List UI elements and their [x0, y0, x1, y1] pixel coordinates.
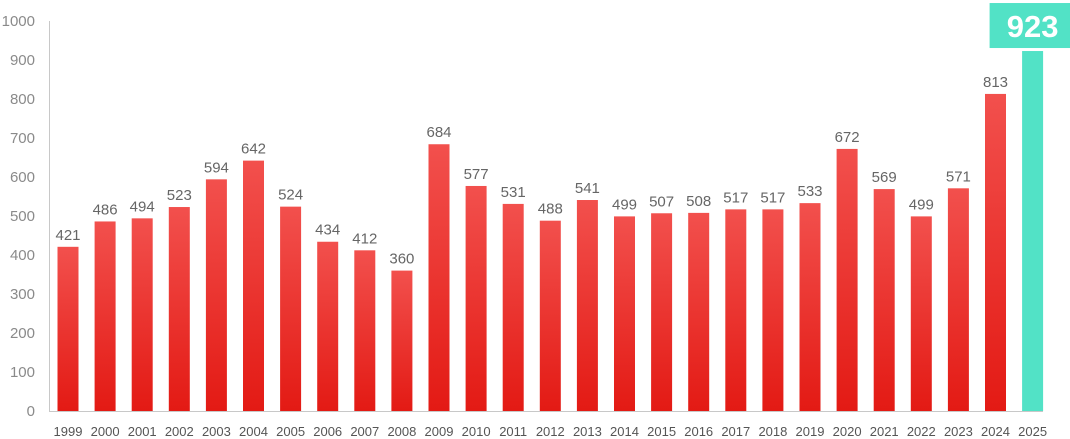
x-tick-label: 2016 [684, 424, 713, 439]
x-tick-label: 2023 [944, 424, 973, 439]
x-tick-label: 2020 [833, 424, 862, 439]
x-axis-ticks: 1999 2000 2001 2002 2003 2004 2005 2006 2007 2008… [54, 424, 1048, 439]
bar [168, 207, 190, 411]
bar-value-label: 486 [93, 201, 118, 218]
x-tick-label: 2015 [647, 424, 676, 439]
y-tick-label: 1000 [2, 13, 35, 30]
x-tick-label: 2003 [202, 424, 231, 439]
bar [502, 203, 524, 411]
x-tick-label: 2010 [462, 424, 491, 439]
bar [391, 270, 413, 411]
y-tick-label: 600 [10, 169, 35, 186]
bar-value-label: 642 [241, 141, 266, 158]
bar [1022, 51, 1044, 411]
bar [688, 212, 710, 411]
bar [94, 221, 116, 411]
bar [873, 189, 895, 411]
x-tick-label: 2005 [276, 424, 305, 439]
x-tick-label: 2019 [796, 424, 825, 439]
bar [985, 93, 1006, 412]
x-tick-label: 2018 [758, 424, 787, 439]
x-tick-label: 2012 [536, 424, 565, 439]
x-tick-label: 2024 [981, 424, 1010, 439]
x-tick-label: 1999 [54, 424, 83, 439]
bar [910, 216, 932, 411]
y-tick-label: 100 [10, 364, 35, 381]
bar [762, 209, 784, 411]
bar-value-label: 672 [835, 129, 860, 146]
y-axis-ticks: 0 100 200 300 400 500 600 700 800 900 1000 [2, 13, 35, 420]
bar-value-label: 517 [760, 189, 785, 206]
bar-value-label: 533 [797, 183, 822, 200]
x-tick-label: 2006 [313, 424, 342, 439]
x-tick-label: 2014 [610, 424, 639, 439]
bar [651, 213, 673, 411]
bar-value-label: 517 [723, 189, 748, 206]
y-tick-label: 900 [10, 52, 35, 69]
bar-value-label: 434 [315, 222, 340, 239]
bar [428, 144, 450, 412]
bar-value-label: 531 [501, 184, 526, 201]
bar-value-label: 684 [426, 124, 451, 141]
bar [539, 220, 561, 411]
bar [354, 250, 376, 411]
x-tick-label: 2004 [239, 424, 268, 439]
bar-value-label: 541 [575, 180, 600, 197]
bar [317, 241, 339, 411]
bar-value-label: 488 [538, 201, 563, 218]
bar-value-label: 494 [130, 198, 155, 215]
y-tick-label: 700 [10, 130, 35, 147]
bar [614, 216, 635, 411]
bar [57, 246, 79, 411]
bar-value-label: 524 [278, 187, 303, 204]
x-tick-label: 2025 [1018, 424, 1047, 439]
bar [243, 160, 264, 411]
bar-value-label: 571 [946, 168, 971, 185]
bars: 421 486 494 523 594 642 524 434 412 360 684 577 531 4… [55, 3, 1070, 412]
bar-value-label: 923 [1007, 9, 1059, 44]
bar [280, 206, 302, 411]
bar [465, 185, 487, 411]
y-tick-label: 0 [27, 403, 35, 420]
x-tick-label: 2017 [721, 424, 750, 439]
y-tick-label: 500 [10, 208, 35, 225]
bar-value-label: 577 [464, 166, 489, 183]
bar [576, 200, 598, 411]
x-tick-label: 2013 [573, 424, 602, 439]
bar-value-label: 508 [686, 193, 711, 210]
bar-value-label: 507 [649, 193, 674, 210]
y-tick-label: 300 [10, 286, 35, 303]
x-tick-label: 2007 [350, 424, 379, 439]
bar [725, 209, 747, 411]
x-tick-label: 2000 [91, 424, 120, 439]
bar-value-label: 813 [983, 74, 1008, 91]
bar-value-label: 523 [167, 187, 192, 204]
x-tick-label: 2021 [870, 424, 899, 439]
x-tick-label: 2002 [165, 424, 194, 439]
bar-value-label: 421 [55, 227, 80, 244]
highlight-value-badge [989, 3, 1070, 49]
x-tick-label: 2008 [387, 424, 416, 439]
y-tick-label: 400 [10, 247, 35, 264]
bar-value-label: 412 [352, 230, 377, 247]
x-tick-label: 2009 [425, 424, 454, 439]
x-tick-label: 2022 [907, 424, 936, 439]
bar-value-label: 499 [909, 196, 934, 213]
y-tick-label: 200 [10, 325, 35, 342]
bar-value-label: 499 [612, 196, 637, 213]
x-tick-label: 2001 [128, 424, 157, 439]
bar [799, 203, 821, 411]
bar [836, 148, 858, 412]
y-tick-label: 800 [10, 91, 35, 108]
bar [947, 188, 969, 411]
bar [131, 218, 153, 411]
bar-value-label: 594 [204, 159, 229, 176]
bar [205, 179, 227, 411]
bar-value-label: 569 [872, 169, 897, 186]
bar-value-label: 360 [389, 251, 414, 268]
x-tick-label: 2011 [499, 424, 527, 439]
